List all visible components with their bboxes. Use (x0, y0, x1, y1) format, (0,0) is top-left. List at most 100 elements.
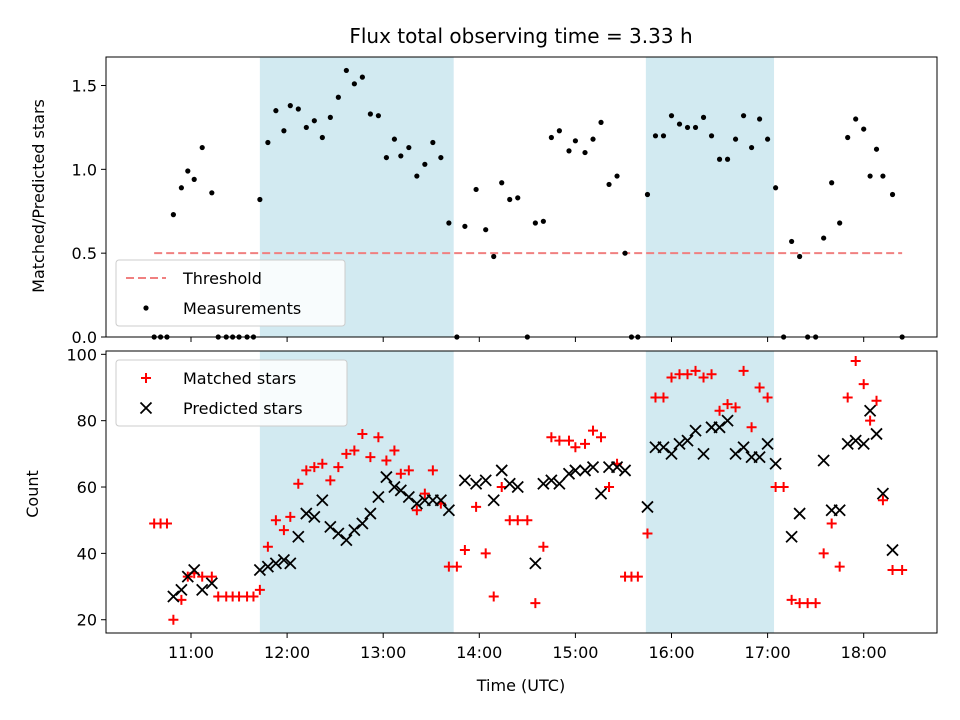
point-matched-stars-47 (512, 515, 523, 526)
point-measurements-17 (273, 108, 279, 114)
point-matched-stars-91 (865, 415, 876, 426)
point-measurements-79 (773, 185, 779, 191)
point-measurements-67 (676, 121, 683, 127)
point-measurements-87 (837, 220, 843, 226)
point-matched-stars-7 (197, 571, 208, 582)
point-measurements-19 (287, 103, 293, 109)
point-matched-stars-4 (176, 594, 187, 605)
point-matched-stars-34 (403, 465, 414, 476)
point-matched-stars-19 (285, 511, 296, 522)
point-matched-stars-3 (168, 614, 179, 625)
point-predicted-stars-17 (340, 533, 353, 547)
point-measurements-43 (483, 227, 489, 233)
point-predicted-stars-50 (641, 500, 654, 514)
bottom-panel: 20 40 60 80 100 11:00 12:00 13:00 14:00 15:00 16:0… (66, 345, 938, 662)
x-tick-label: 12:00 (264, 643, 310, 662)
point-measurements-50 (540, 218, 546, 224)
point-matched-stars-18 (278, 525, 289, 536)
point-predicted-stars-33 (479, 474, 492, 487)
point-predicted-stars-77 (876, 487, 890, 500)
point-matched-stars-52 (554, 435, 565, 446)
point-predicted-stars-22 (380, 470, 393, 484)
point-matched-stars-54 (570, 442, 581, 453)
point-measurements-28 (359, 74, 365, 80)
point-measurements-42 (473, 186, 479, 193)
point-predicted-stars-44 (578, 464, 592, 477)
point-predicted-stars-43 (569, 464, 582, 477)
point-measurements-78 (765, 136, 771, 142)
point-predicted-stars-9 (277, 553, 291, 567)
point-predicted-stars-1 (175, 583, 188, 597)
point-predicted-stars-0 (167, 590, 180, 603)
point-measurements-20 (295, 106, 301, 112)
point-measurements-58 (606, 181, 612, 188)
point-matched-stars-23 (317, 458, 328, 469)
point-matched-stars-33 (395, 468, 406, 479)
point-predicted-stars-30 (442, 504, 456, 517)
point-matched-stars-21 (301, 465, 312, 476)
x-tick-label: 13:00 (360, 643, 406, 662)
point-matched-stars-32 (389, 445, 400, 456)
point-predicted-stars-12 (300, 507, 313, 520)
legend-label: Threshold (182, 269, 262, 288)
point-predicted-stars-75 (863, 404, 877, 417)
y-axis-label-bottom: Count (23, 470, 42, 518)
point-matched-stars-80 (778, 482, 789, 493)
point-predicted-stars-36 (503, 477, 516, 490)
point-matched-stars-69 (690, 365, 701, 376)
point-matched-stars-85 (818, 548, 829, 559)
point-measurements-68 (684, 124, 691, 131)
point-matched-stars-90 (858, 379, 869, 390)
point-measurements-85 (821, 235, 827, 241)
legend: Matched stars Predicted stars (115, 359, 348, 427)
legend-box (115, 259, 346, 327)
point-matched-stars-81 (786, 594, 797, 605)
point-measurements-51 (548, 134, 554, 141)
point-predicted-stars-21 (372, 490, 385, 504)
point-matched-stars-57 (596, 432, 607, 443)
point-measurements-92 (873, 146, 880, 152)
point-measurements-73 (724, 156, 731, 162)
point-matched-stars-63 (642, 528, 653, 539)
point-predicted-stars-57 (697, 447, 710, 460)
top-panel: 0.0 0.5 1.0 1.5 Threshold Measurements (72, 56, 938, 347)
point-matched-stars-29 (365, 452, 376, 463)
point-matched-stars-92 (871, 395, 882, 406)
point-measurements-27 (351, 81, 357, 87)
point-matched-stars-73 (722, 399, 733, 410)
point-predicted-stars-4 (196, 583, 209, 597)
point-measurements-25 (335, 94, 341, 100)
shaded-band-1 (645, 351, 775, 633)
point-matched-stars-55 (580, 438, 591, 449)
point-matched-stars-66 (666, 372, 677, 383)
point-measurements-26 (343, 67, 349, 74)
y-tick-label: 20 (77, 611, 97, 630)
point-matched-stars-70 (698, 372, 709, 383)
y-tick-label: 0.5 (72, 244, 97, 263)
point-measurements-4 (178, 185, 184, 191)
y-tick-label: 1.5 (72, 77, 97, 96)
legend-box (115, 359, 348, 427)
point-predicted-stars-66 (769, 457, 782, 470)
point-measurements-91 (867, 173, 873, 179)
point-matched-stars-76 (746, 422, 757, 433)
x-axis-label: Time (UTC) (476, 676, 565, 695)
point-measurements-64 (652, 133, 659, 139)
point-measurements-23 (319, 134, 325, 141)
point-predicted-stars-41 (553, 477, 566, 490)
point-measurements-34 (406, 144, 412, 151)
point-predicted-stars-54 (673, 437, 686, 451)
point-predicted-stars-71 (833, 504, 846, 517)
point-matched-stars-25 (333, 462, 344, 473)
point-matched-stars-16 (262, 541, 273, 552)
y-tick-label: 60 (77, 478, 97, 497)
point-predicted-stars-19 (356, 517, 369, 530)
point-measurements-45 (499, 180, 505, 186)
point-predicted-stars-34 (487, 494, 500, 507)
point-predicted-stars-61 (729, 447, 742, 460)
point-matched-stars-95 (897, 564, 908, 575)
point-predicted-stars-16 (332, 527, 345, 540)
point-measurements-46 (507, 196, 513, 203)
point-matched-stars-8 (206, 571, 217, 582)
